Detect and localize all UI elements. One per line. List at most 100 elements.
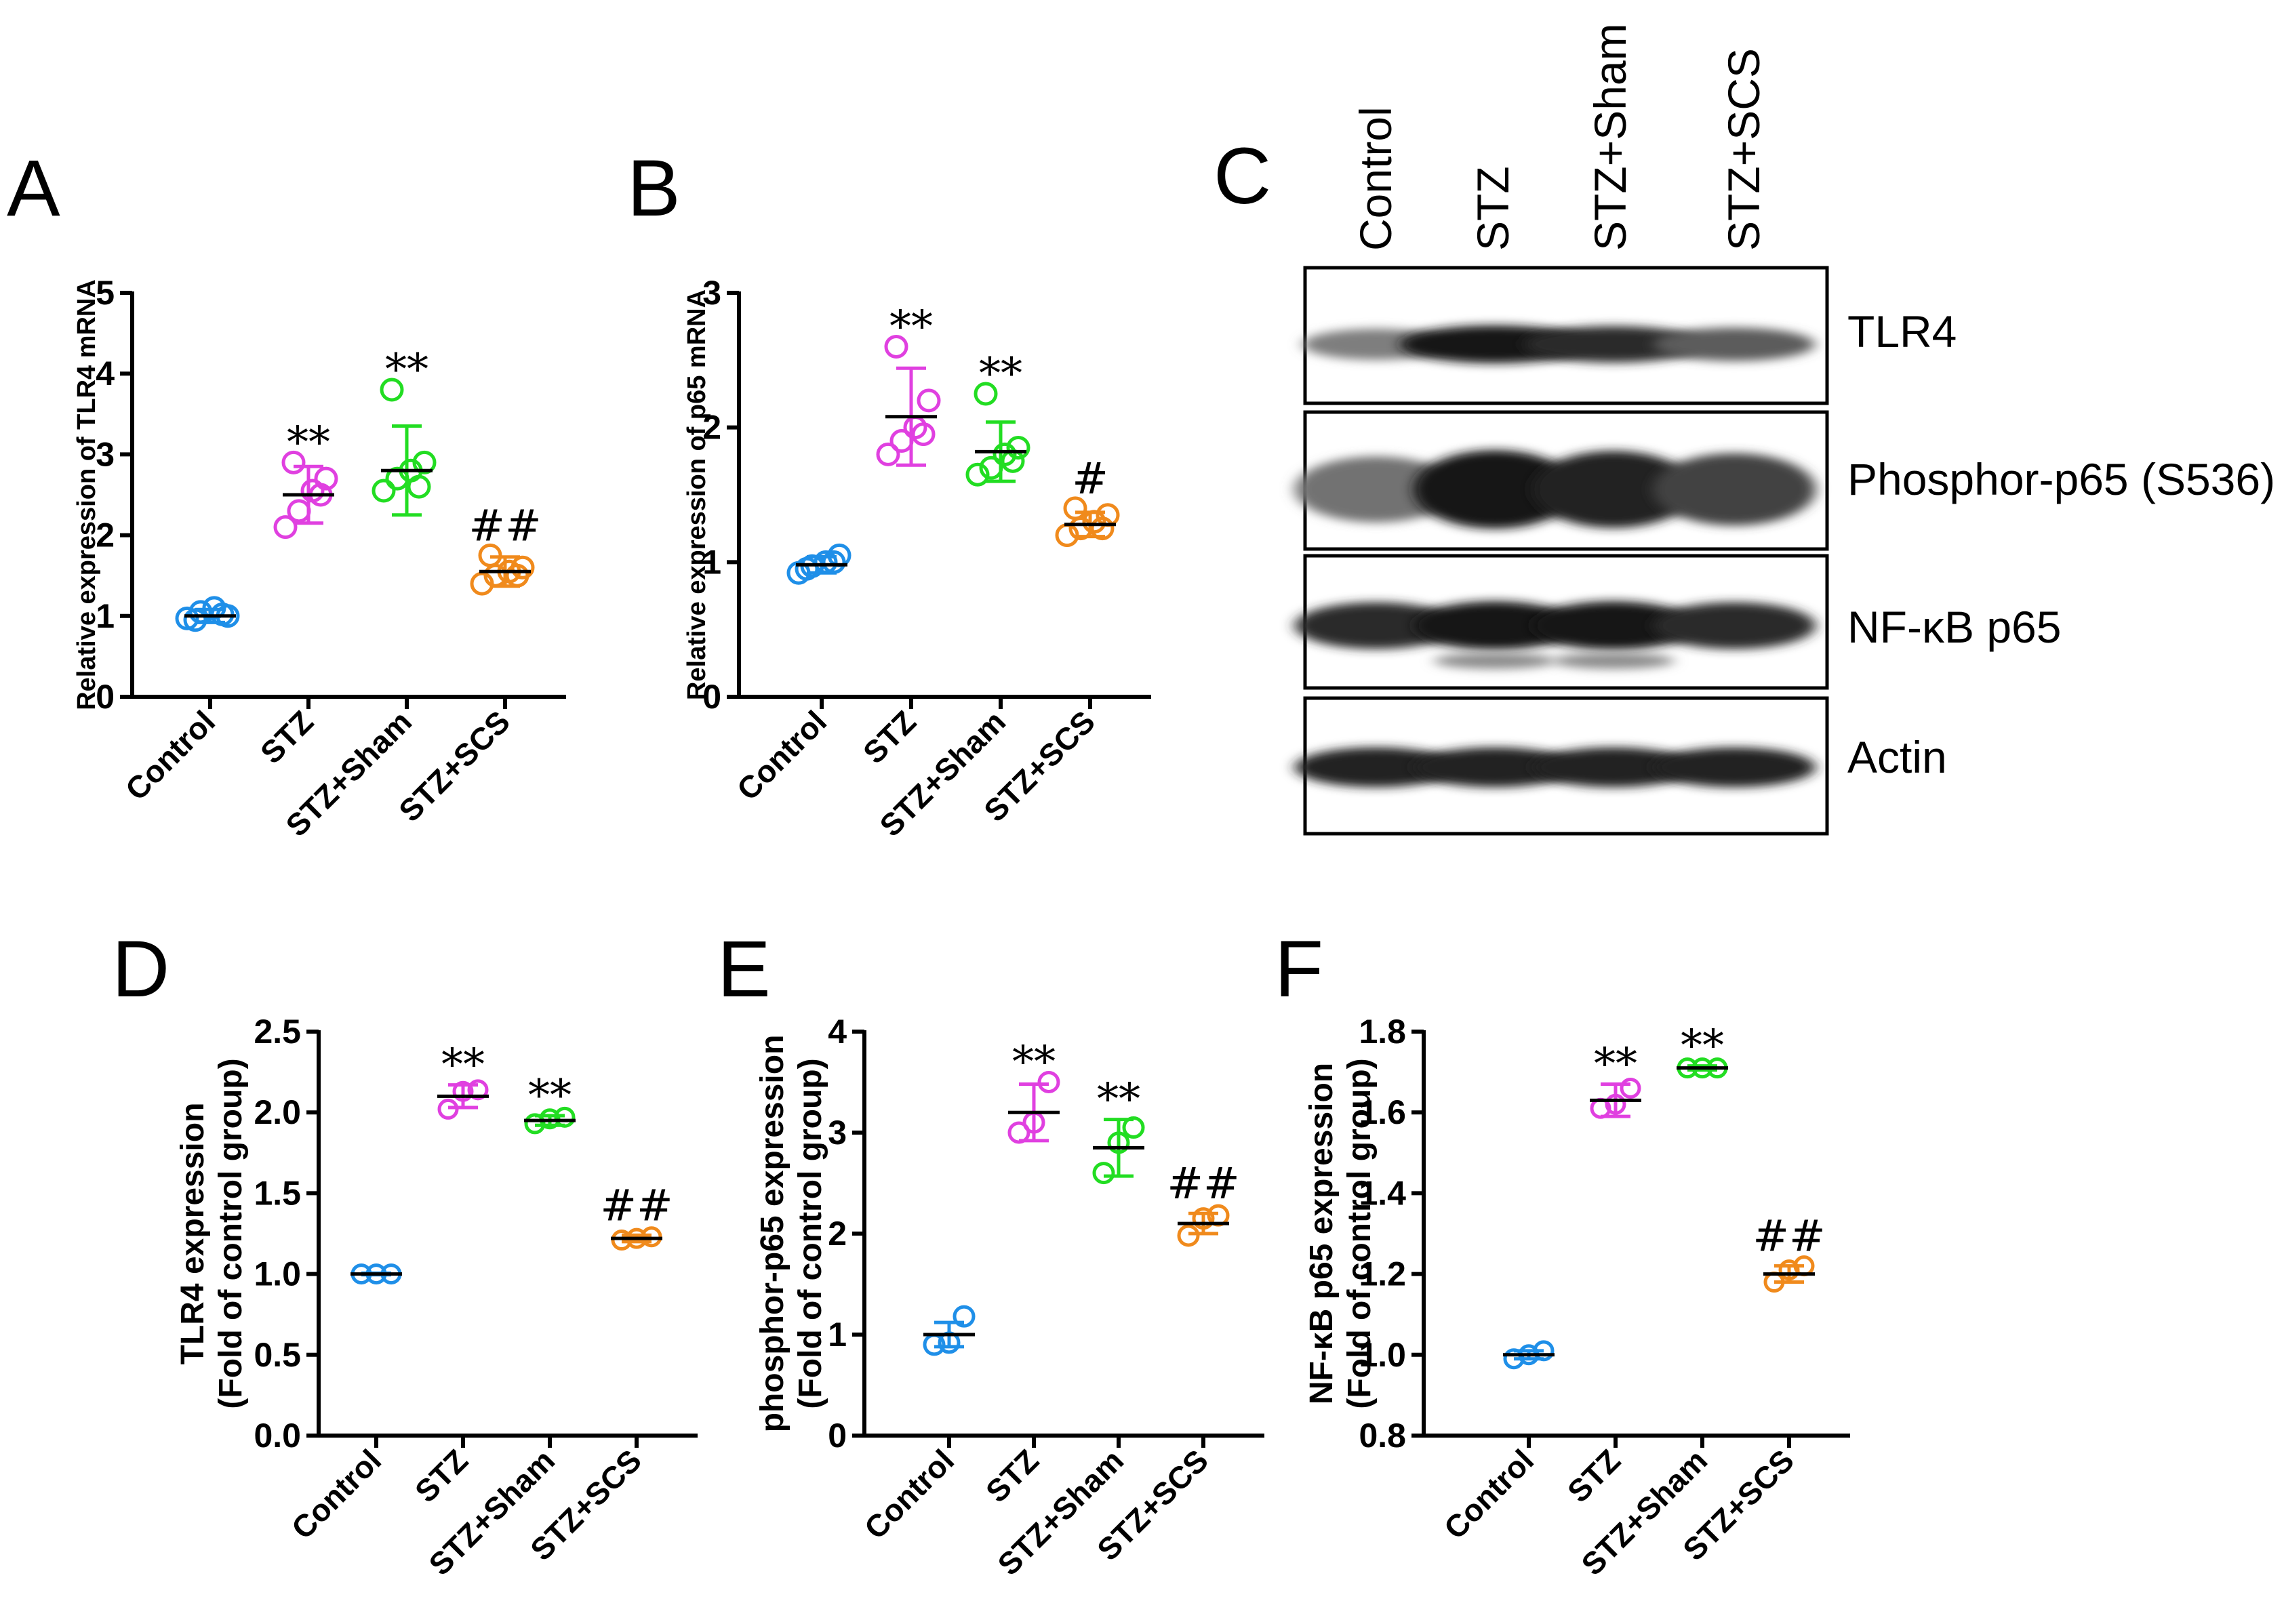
y-axis-label: Relative expression of p65 mRNA <box>683 289 711 700</box>
data-point <box>467 1079 489 1101</box>
data-point <box>1092 1162 1115 1185</box>
data-point <box>1063 496 1087 521</box>
data-point <box>372 479 396 503</box>
y-tick-label: 0 <box>702 678 721 716</box>
blot-label-tlr4: TLR4 <box>1847 306 1957 357</box>
y-tick-label: 1 <box>828 1316 847 1354</box>
data-point <box>437 1098 459 1120</box>
significance-marker: ## <box>1167 1159 1239 1209</box>
data-point <box>478 543 502 567</box>
y-tick-label: 0.0 <box>254 1417 301 1455</box>
data-point <box>273 515 298 540</box>
lane-label-stz: STZ <box>1468 166 1518 251</box>
panel-label-a: A <box>7 144 60 233</box>
x-tick-label: STZ <box>408 1442 475 1509</box>
blot-band <box>1532 747 1695 788</box>
data-point <box>554 1106 576 1128</box>
blot-band <box>1414 747 1576 788</box>
x-tick-label: Control <box>1437 1442 1540 1545</box>
y-tick-label: 4 <box>96 354 115 392</box>
data-point <box>911 422 936 447</box>
significance-marker: ** <box>287 418 330 468</box>
chart-phosphor-p65-protein: 0 1 2 3 4 phosphor-p65 expression (Fold of con… <box>755 1013 1264 1582</box>
y-axis-label: phosphor-p65 expression <box>755 1035 790 1433</box>
data-point <box>917 388 941 413</box>
data-point <box>1620 1077 1641 1099</box>
data-point <box>287 499 311 523</box>
x-tick-label: Control <box>858 1442 961 1545</box>
y-tick-label: 2.5 <box>254 1013 301 1051</box>
blot-band <box>1295 456 1458 523</box>
panel-label-e: E <box>717 925 771 1014</box>
y-tick-label: 1.2 <box>1359 1255 1406 1293</box>
blot-band <box>1295 602 1458 649</box>
data-point <box>314 466 338 491</box>
x-tick-label: Control <box>285 1442 388 1545</box>
significance-marker: # <box>1072 454 1108 504</box>
y-tick-label: 1.4 <box>1359 1174 1406 1212</box>
data-point <box>1090 516 1115 541</box>
x-tick-label: Control <box>730 704 833 807</box>
significance-marker: ## <box>600 1181 673 1231</box>
data-point <box>974 382 998 406</box>
blot-band <box>1532 451 1695 528</box>
data-point <box>1177 1224 1200 1247</box>
significance-marker: ** <box>979 349 1022 399</box>
western-blot: Control STZ STZ+Sham STZ+SCS TLR4 Phosph… <box>1295 23 2275 836</box>
chart-tlr4-protein: 0.0 0.5 1.0 1.5 2.0 2.5 TLR4 expression (Fold o… <box>175 1013 698 1582</box>
data-point <box>412 450 437 474</box>
blot-label-phosphor-p65: Phosphor-p65 (S536) <box>1847 454 2275 504</box>
lane-label-stz-scs: STZ+SCS <box>1719 48 1769 251</box>
x-tick-label: STZ <box>979 1442 1045 1509</box>
significance-marker: ## <box>468 501 541 551</box>
y-tick-label: 3 <box>702 274 721 312</box>
y-tick-label: 3 <box>96 435 115 473</box>
y-axis-label: Relative expression of TLR4 mRNA <box>73 279 101 710</box>
data-point <box>183 608 207 632</box>
panel-label-d: D <box>112 925 169 1014</box>
x-tick-label: STZ <box>856 704 923 770</box>
data-point <box>884 334 908 359</box>
data-point <box>1192 1207 1215 1230</box>
x-tick-label: Control <box>119 704 222 807</box>
data-point <box>1006 435 1030 460</box>
y-tick-label: 1 <box>96 597 115 635</box>
panel-label-f: F <box>1275 925 1323 1014</box>
y-tick-label: 0.8 <box>1359 1417 1406 1455</box>
y-axis-label: TLR4 expression <box>175 1103 211 1365</box>
y-axis-label: (Fold of control group) <box>793 1058 828 1408</box>
lane-label-control: Control <box>1350 106 1401 251</box>
data-point <box>1122 1116 1145 1139</box>
blot-band <box>1653 453 1816 526</box>
data-point <box>1533 1340 1555 1362</box>
y-tick-label: 0.5 <box>254 1336 301 1374</box>
x-tick-label: STZ <box>254 704 320 770</box>
blot-band <box>1414 450 1576 529</box>
blot-band <box>1653 602 1816 649</box>
y-tick-label: 1 <box>702 543 721 581</box>
significance-marker: ** <box>1097 1075 1140 1125</box>
data-point <box>822 550 846 574</box>
y-tick-label: 1.0 <box>254 1255 301 1293</box>
y-tick-label: 2 <box>702 409 721 447</box>
data-point <box>505 563 529 588</box>
significance-marker: ** <box>1681 1021 1724 1072</box>
lane-label-stz-sham: STZ+Sham <box>1585 23 1635 251</box>
data-point <box>889 429 914 453</box>
y-tick-label: 1.0 <box>1359 1336 1406 1374</box>
data-point <box>281 450 306 474</box>
y-tick-label: 1.8 <box>1359 1013 1406 1051</box>
data-point <box>1107 1131 1130 1154</box>
y-tick-label: 2.0 <box>254 1093 301 1131</box>
data-point <box>380 378 404 402</box>
y-tick-label: 2 <box>96 516 115 554</box>
data-point <box>1007 1121 1030 1144</box>
significance-marker: ** <box>1012 1038 1056 1088</box>
x-tick-label: STZ <box>1561 1442 1627 1509</box>
y-tick-label: 0 <box>96 678 115 716</box>
y-axis-label: (Fold of control group) <box>213 1058 249 1408</box>
chart-nfkb-p65-protein: 0.8 1.0 1.2 1.4 1.6 1.8 NF-κB p65 expression (F… <box>1304 1013 1850 1582</box>
y-tick-label: 4 <box>828 1013 847 1051</box>
